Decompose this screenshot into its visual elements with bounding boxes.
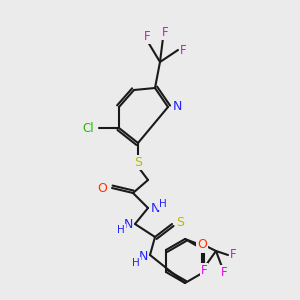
Text: F: F [201, 263, 207, 277]
Text: F: F [221, 266, 227, 278]
Text: N: N [139, 250, 148, 262]
Text: N: N [151, 202, 160, 214]
Text: F: F [144, 31, 150, 44]
Text: S: S [176, 215, 184, 229]
Text: S: S [134, 155, 142, 169]
Text: O: O [97, 182, 107, 194]
Text: H: H [132, 258, 140, 268]
Text: F: F [230, 248, 236, 262]
Text: Cl: Cl [82, 122, 94, 134]
Text: H: H [159, 199, 167, 209]
Text: F: F [162, 26, 168, 40]
Text: N: N [173, 100, 182, 113]
Text: H: H [117, 225, 125, 235]
Text: F: F [180, 44, 186, 56]
Text: O: O [197, 238, 207, 251]
Text: N: N [124, 218, 133, 230]
